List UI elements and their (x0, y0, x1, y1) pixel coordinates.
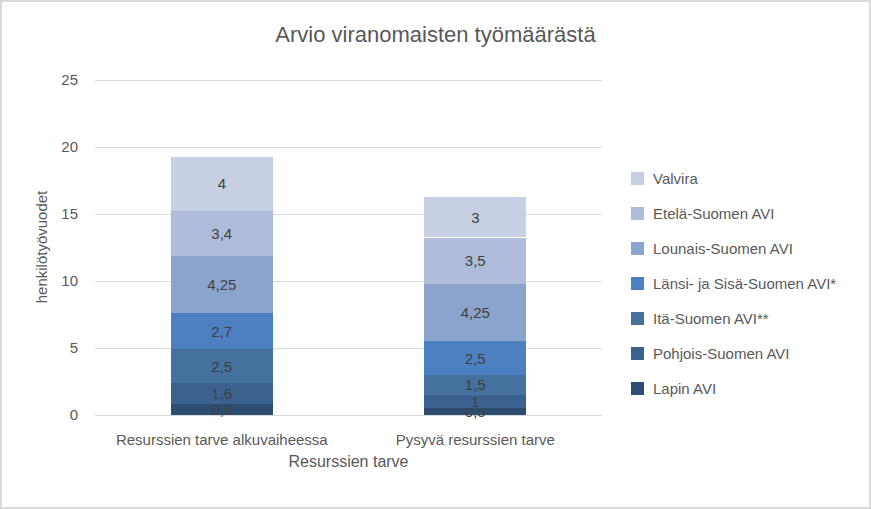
y-tick-label: 25 (38, 71, 78, 89)
bar-segment-label: 2,5 (465, 351, 486, 366)
bar-segment-label: 4 (218, 176, 226, 191)
bar-segment-label: 3,4 (211, 226, 232, 241)
legend-item: Etelä-Suomen AVI (631, 196, 836, 231)
legend-swatch (631, 382, 644, 395)
y-tick-label: 20 (38, 138, 78, 156)
bar-segment-label: 1,6 (211, 386, 232, 401)
bar-segment-label: 3 (471, 210, 479, 225)
category-label: Pysyvä resurssien tarve (345, 431, 605, 448)
bar-segment: 2,5 (171, 349, 273, 383)
legend-swatch (631, 242, 644, 255)
bar-segment: 2,5 (424, 341, 526, 375)
bar-segment-label: 0,8 (211, 402, 232, 417)
bar-segment: 4,25 (424, 284, 526, 341)
y-tick-label: 10 (38, 272, 78, 290)
stacked-bar-chart: Arvio viranomaisten työmäärästä henkilöt… (0, 0, 871, 509)
legend-item: Lounais-Suomen AVI (631, 231, 836, 266)
bar-segment: 1 (424, 395, 526, 408)
legend-swatch (631, 347, 644, 360)
bar-segment-label: 2,5 (211, 359, 232, 374)
bar-segment: 1,5 (424, 375, 526, 395)
legend-swatch (631, 207, 644, 220)
bar-segment: 3 (424, 197, 526, 237)
legend-item: Valvira (631, 161, 836, 196)
legend-label: Lapin AVI (653, 380, 716, 397)
bar-segment-label: 1,5 (465, 377, 486, 392)
bar-segment: 3,5 (424, 238, 526, 285)
legend-item: Länsi- ja Sisä-Suomen AVI* (631, 266, 836, 301)
y-tick-label: 5 (38, 339, 78, 357)
bar-segment-label: 3,5 (465, 253, 486, 268)
y-tick-label: 15 (38, 205, 78, 223)
x-axis-title: Resurssien tarve (95, 453, 602, 471)
bar-segment: 4 (171, 157, 273, 211)
bar-segment: 4,25 (171, 256, 273, 313)
bar-segment-label: 1 (471, 394, 479, 409)
legend-label: Pohjois-Suomen AVI (653, 345, 789, 362)
legend-label: Itä-Suomen AVI** (653, 310, 769, 327)
legend-swatch (631, 172, 644, 185)
legend-swatch (631, 312, 644, 325)
legend-label: Etelä-Suomen AVI (653, 205, 774, 222)
legend-item: Itä-Suomen AVI** (631, 301, 836, 336)
legend-label: Lounais-Suomen AVI (653, 240, 793, 257)
bar-segment: 3,4 (171, 211, 273, 257)
legend-swatch (631, 277, 644, 290)
y-tick-label: 0 (38, 406, 78, 424)
legend-label: Länsi- ja Sisä-Suomen AVI* (653, 275, 836, 292)
bar-segment: 1,6 (171, 383, 273, 404)
bar-segment-label: 4,25 (461, 305, 490, 320)
gridline (95, 80, 602, 81)
legend: Valvira Etelä-Suomen AVI Lounais-Suomen AV… (631, 161, 836, 406)
legend-item: Pohjois-Suomen AVI (631, 336, 836, 371)
chart-title: Arvio viranomaisten työmäärästä (2, 22, 869, 48)
bar-segment-label: 2,7 (211, 324, 232, 339)
legend-label: Valvira (653, 170, 698, 187)
bar-segment: 2,7 (171, 313, 273, 349)
legend-item: Lapin AVI (631, 371, 836, 406)
bar-segment: 0,8 (171, 404, 273, 415)
category-label: Resurssien tarve alkuvaiheessa (92, 431, 352, 448)
bar-segment-label: 4,25 (207, 277, 236, 292)
gridline (95, 147, 602, 148)
